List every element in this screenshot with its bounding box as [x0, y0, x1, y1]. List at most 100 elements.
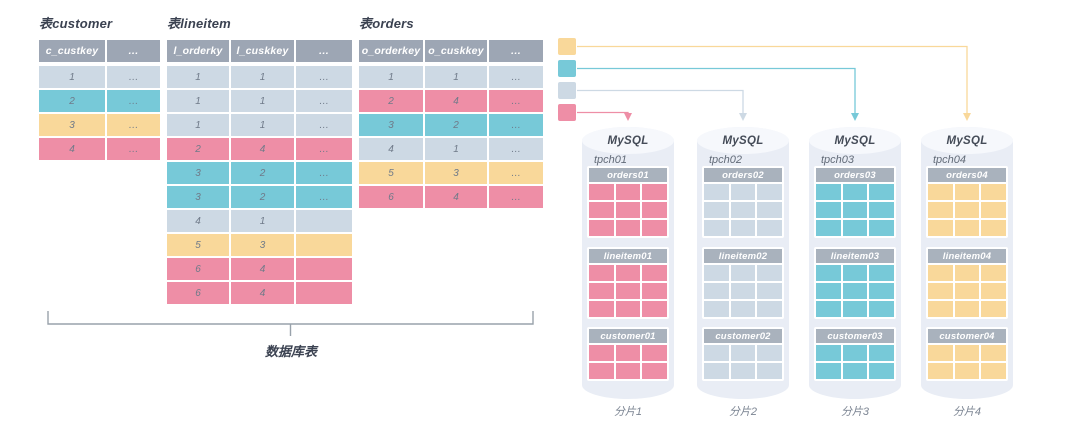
table-cell: …	[296, 138, 352, 160]
header-cell: o_orderkey	[359, 40, 423, 62]
table-cell: …	[489, 162, 543, 184]
mysql-logo-label: MySQL	[834, 135, 876, 147]
table-cell: …	[489, 66, 543, 88]
shard-table-cell	[642, 301, 667, 317]
shard-table-cell	[981, 220, 1006, 236]
shard-caption: 分片4	[952, 406, 982, 418]
table-lineitem: 表lineitem l_orderky l_cuskkey… 1 1… 1 1… 1 1… 2 4……	[167, 13, 352, 304]
row-color-legend	[558, 38, 576, 126]
mysql-logo-label: MySQL	[946, 135, 988, 147]
shard-table-cell	[981, 202, 1006, 218]
shard-table-cell	[928, 202, 953, 218]
arrow-line-cyan	[577, 67, 856, 113]
shard-table-cell	[842, 345, 868, 361]
shard-table-cell	[981, 283, 1006, 299]
shard-table-cell	[954, 301, 980, 317]
header-cell: …	[489, 40, 543, 62]
shard-table-cell	[816, 301, 841, 317]
shard-table-cell	[704, 184, 729, 200]
table-customer: 表customer c_custkey… 1… 2… 3… 4…	[39, 13, 160, 160]
shard-table-cell	[869, 184, 894, 200]
shard-table-orders03: orders03	[814, 166, 896, 238]
shard-table-cell	[589, 220, 614, 236]
shard-table-cell	[869, 345, 894, 361]
shard-table-cell	[981, 265, 1006, 281]
shard-table-grid	[589, 265, 667, 317]
shard-table-cell	[816, 283, 841, 299]
table-cell: 2	[39, 90, 105, 112]
shard-table-cell	[928, 184, 953, 200]
shard-table-cell	[816, 345, 841, 361]
shard-table-customer01: customer01	[587, 327, 669, 381]
shard-caption: 分片2	[728, 406, 758, 418]
shard-table-grid	[928, 345, 1006, 379]
table-cell	[296, 258, 352, 280]
shard-table-cell	[842, 202, 868, 218]
table-cell: 4	[231, 258, 294, 280]
shard-table-cell	[730, 220, 756, 236]
arrow-line-yellow	[577, 45, 968, 113]
table-cell: 4	[231, 138, 294, 160]
shard-schema-name: tpch04	[933, 154, 967, 166]
shard-table-cell	[981, 345, 1006, 361]
shard-table-cell	[615, 202, 641, 218]
shard-table-cell	[615, 283, 641, 299]
shard-table-cell	[842, 283, 868, 299]
arrow-head-yellow	[963, 113, 971, 121]
shard-table-cell	[816, 184, 841, 200]
table-cell: 1	[39, 66, 105, 88]
shard-table-cell	[816, 220, 841, 236]
shard-cylinder-2: MySQL tpch02 orders02 lineitem02 customer02 分…	[697, 127, 789, 418]
shard-table-cell	[954, 283, 980, 299]
shard-table-cell	[954, 345, 980, 361]
shard-table-cell	[757, 202, 782, 218]
table-cell: 2	[231, 162, 294, 184]
shard-table-grid	[589, 345, 667, 379]
table-cell: 5	[359, 162, 423, 184]
table-cell: 2	[231, 186, 294, 208]
table-title-orders: 表orders	[359, 16, 414, 31]
mysql-logo-label: MySQL	[607, 135, 649, 147]
shard-table-cell	[928, 220, 953, 236]
legend-swatch-pink	[558, 104, 576, 121]
shard-cylinder-4: MySQL tpch04 orders04 lineitem04 customer04 分…	[921, 127, 1013, 418]
shard-cylinder-1: MySQL tpch01 orders01 lineitem01 customer01 分…	[582, 127, 674, 418]
shard-table-grid	[704, 345, 782, 379]
table-body: 1… 2… 3… 4…	[39, 66, 160, 160]
shard-table-cell	[615, 220, 641, 236]
table-cell: 3	[167, 162, 229, 184]
shard-table-lineitem02: lineitem02	[702, 247, 784, 319]
shard-table-name: lineitem03	[816, 249, 894, 263]
shard-table-grid	[704, 265, 782, 317]
shard-table-cell	[704, 301, 729, 317]
table-cell: 1	[167, 66, 229, 88]
shard-table-cell	[642, 184, 667, 200]
shard-table-cell	[928, 345, 953, 361]
shard-table-name: customer03	[816, 329, 894, 343]
shard-table-cell	[615, 265, 641, 281]
shard-table-cell	[704, 202, 729, 218]
bracket-label: 数据库表	[264, 344, 317, 359]
shard-table-cell	[704, 283, 729, 299]
shard-table-cell	[589, 283, 614, 299]
table-cell: 3	[425, 162, 487, 184]
table-cell: 4	[167, 210, 229, 232]
shard-table-lineitem03: lineitem03	[814, 247, 896, 319]
table-cell	[296, 234, 352, 256]
shard-table-cell	[981, 363, 1006, 379]
table-cell: …	[489, 186, 543, 208]
table-cell: 1	[425, 138, 487, 160]
legend-swatch-cyan	[558, 60, 576, 77]
table-cell: …	[296, 90, 352, 112]
table-cell: 3	[359, 114, 423, 136]
shard-table-name: customer01	[589, 329, 667, 343]
shard-table-cell	[615, 345, 641, 361]
shard-table-cell	[757, 301, 782, 317]
table-cell: …	[489, 138, 543, 160]
table-cell	[296, 282, 352, 304]
table-cell: 6	[167, 258, 229, 280]
shard-table-cell	[642, 363, 667, 379]
shard-table-cell	[642, 202, 667, 218]
table-cell: 4	[39, 138, 105, 160]
header-cell: l_orderky	[167, 40, 229, 62]
